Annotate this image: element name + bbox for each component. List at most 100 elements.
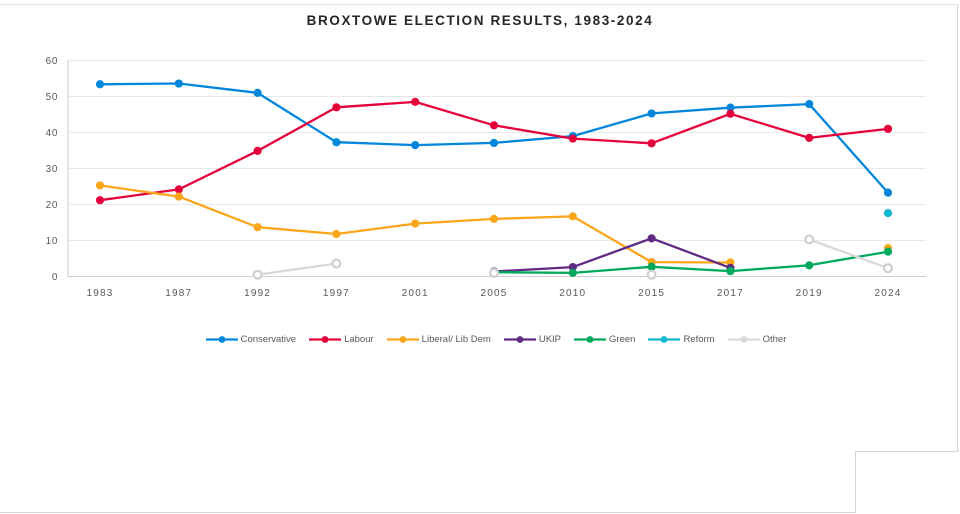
data-point [726,267,735,276]
legend-label: Labour [344,334,374,345]
series-line [98,100,890,202]
data-point [95,196,105,205]
data-point [489,138,499,148]
data-point [883,209,893,218]
legend-item-conservative: Conservative [205,334,297,345]
data-point [411,97,420,106]
x-tick-label: 1997 [323,288,350,299]
series-conservative [95,79,893,197]
data-point [174,185,183,194]
data-point [174,79,183,88]
data-point [95,181,105,190]
data-point [882,263,893,274]
data-point [489,214,499,223]
series-line [98,82,890,194]
data-point [647,262,656,271]
chart-title: BROXTOWE ELECTION RESULTS, 1983-2024 [306,13,654,28]
data-point [411,141,420,150]
series-reform [883,209,893,218]
series-liberal-lib-dem [95,181,893,267]
x-tick-label: 2015 [638,288,665,299]
data-point [568,268,577,277]
x-tick-label: 2019 [796,288,823,299]
legend-label: Reform [683,334,715,345]
data-point [647,109,656,118]
data-point [253,88,262,97]
data-point [489,267,500,278]
legend-line-marker-icon [309,336,342,343]
data-point [568,134,577,143]
x-tick-label: 2001 [402,288,429,299]
legend-item-reform: Reform [648,334,715,345]
x-tick-label: 2024 [874,288,901,299]
panel-border-notch-h [855,451,958,452]
legend-item-green: Green [574,334,635,345]
data-point [646,269,657,280]
y-tick-label: 50 [46,92,58,103]
legend-item-liberal-lib-dem: Liberal/ Lib Dem [386,334,491,345]
legend-line-marker-icon [386,336,419,343]
x-tick-label: 2005 [480,288,507,299]
legend-line-marker-icon [648,336,681,343]
data-point [489,121,499,130]
data-point [568,263,577,272]
legend-item-other: Other [727,334,787,345]
legend-label: Conservative [240,334,297,345]
y-tick-label: 10 [46,236,58,247]
data-point [883,124,893,133]
data-point [647,139,656,148]
panel-border-right [957,4,958,452]
data-point [332,138,341,147]
data-point [332,229,341,239]
legend-label: UKIP [538,334,562,345]
series-line [492,237,732,273]
series-other [252,234,893,280]
legend-item-ukip: UKIP [503,334,562,345]
data-point [726,109,735,118]
gridlines [67,60,926,277]
data-point [883,247,893,256]
data-point [253,146,262,155]
data-point [252,269,263,280]
data-point [647,234,656,243]
legend-label: Other [762,334,787,345]
y-tick-label: 60 [46,56,58,67]
y-tick-label: 0 [52,272,58,283]
x-axis: 1983 1987 1992 1997 2001 2005 2010 2015 2017 2019… [86,288,901,299]
data-point [883,188,893,197]
series-line [100,185,888,262]
data-point [331,258,342,269]
data-point [805,99,814,109]
data-point [411,219,420,228]
data-point [174,192,183,201]
data-point [95,80,105,89]
legend-line-marker-icon [727,336,760,343]
x-tick-label: 2010 [559,288,586,299]
data-point [804,234,815,245]
series-line [256,238,890,276]
series-labour [95,97,893,205]
panel-border-notch-v [855,451,856,513]
x-tick-label: 2017 [717,288,744,299]
chart-legend: Conservative Labour Liberal/ Lib Dem UKIP Gr… [68,334,924,345]
legend-label: Liberal/ Lib Dem [421,334,491,345]
x-tick-label: 1992 [244,288,271,299]
panel-border-bottom [0,512,856,513]
series-line [492,250,890,275]
data-point [568,212,577,221]
y-axis: 0 10 20 30 40 50 60 [46,56,58,283]
legend-line-marker-icon [574,336,607,343]
y-tick-label: 40 [46,128,58,139]
y-tick-label: 30 [46,164,58,175]
y-tick-label: 20 [46,200,58,211]
data-point [253,223,262,232]
x-tick-label: 1987 [165,288,192,299]
data-point [805,261,814,270]
data-point [805,133,814,142]
x-tick-label: 1983 [86,288,113,299]
data-point [332,103,341,112]
legend-line-marker-icon [205,336,238,343]
legend-line-marker-icon [503,336,536,343]
